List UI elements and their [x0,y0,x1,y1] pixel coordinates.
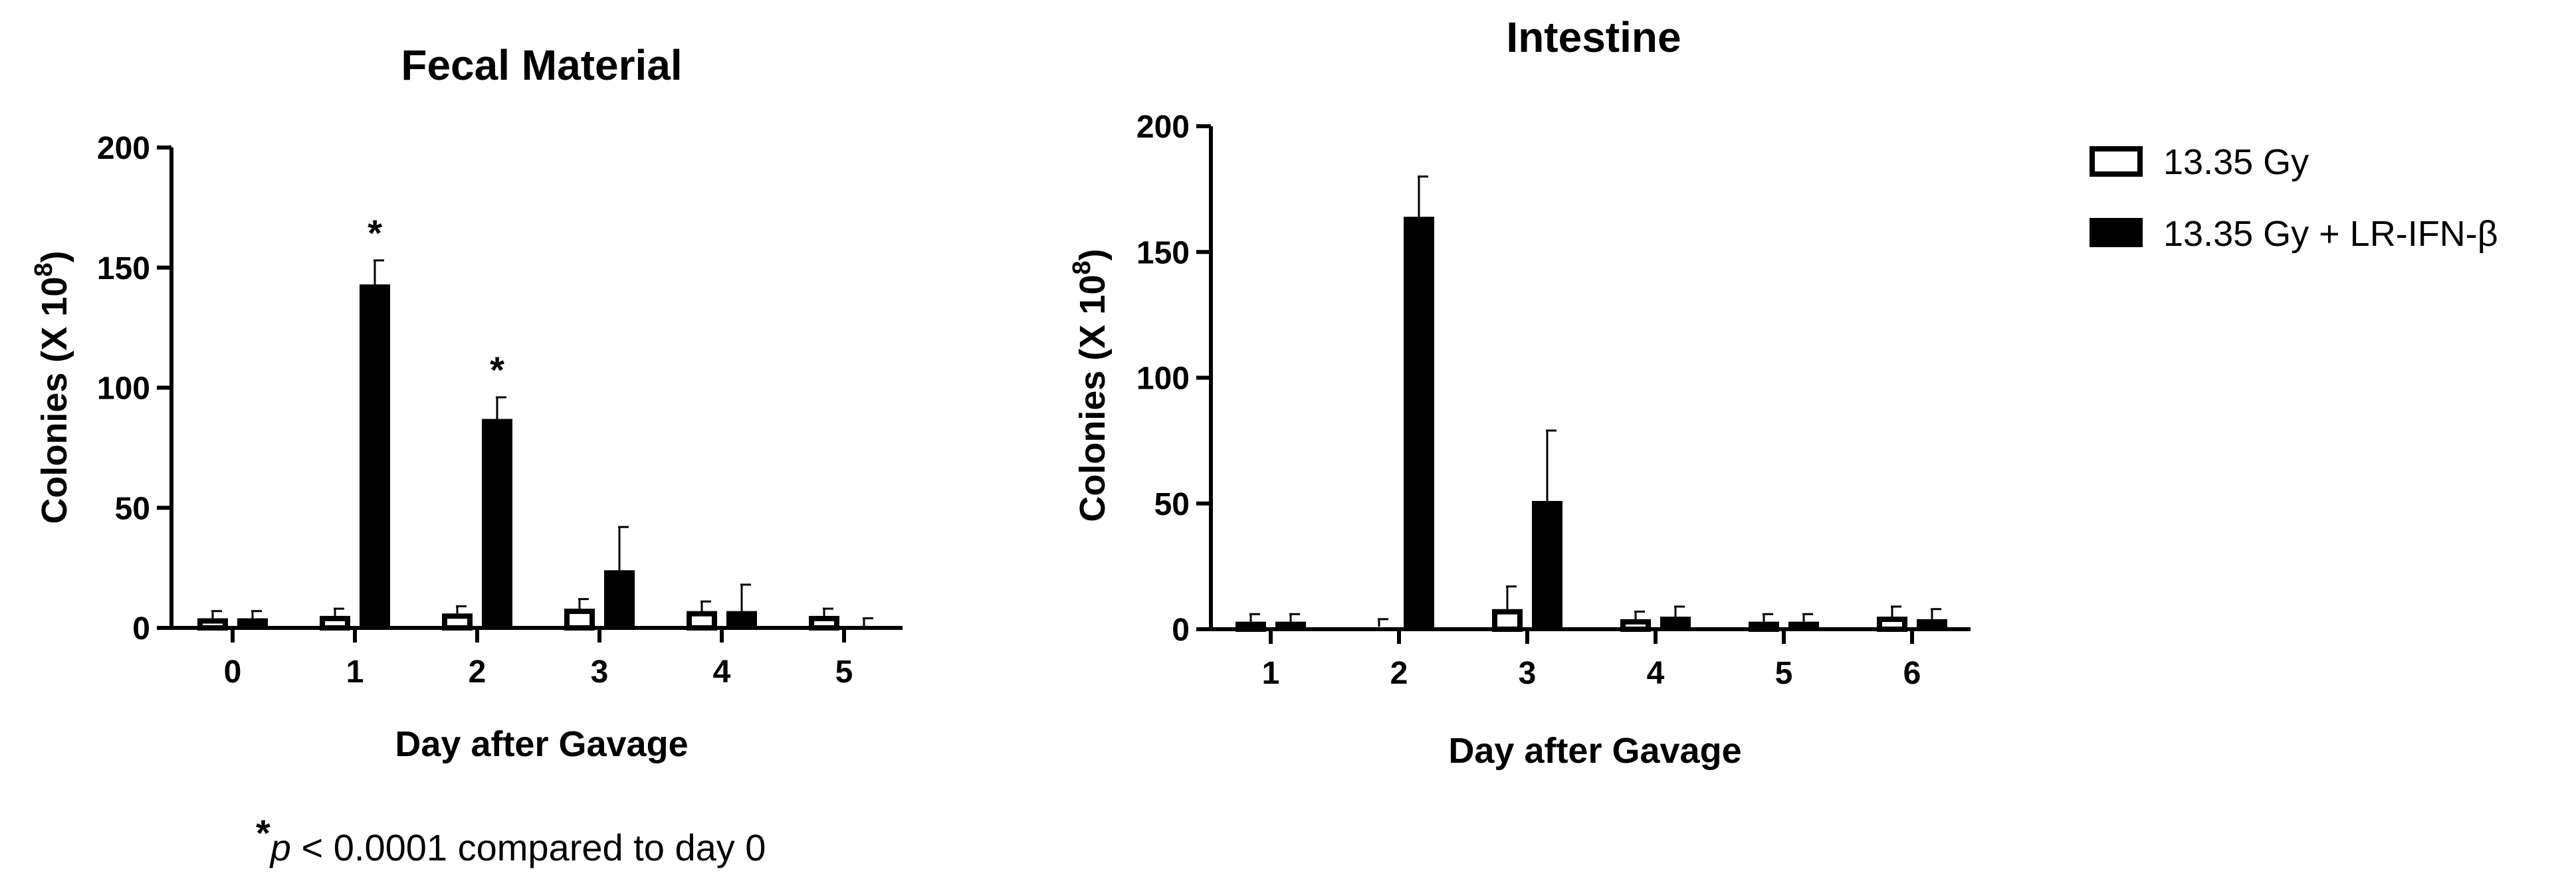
bar [809,615,839,631]
y-tick-label: 0 [1172,613,1190,648]
significance-marker: * [490,349,504,391]
x-tick-label: 0 [224,654,242,690]
x-tick-label: 3 [1519,656,1537,691]
legend-label: 13.35 Gy + LR-IFN-β [2163,214,2498,254]
bar [1404,217,1434,629]
chart-title: Intestine [1506,13,1681,61]
bar [687,611,717,631]
chart-intestine: Intestine Colonies (X 108) Day after Gav… [1068,13,1971,771]
bar [442,613,473,631]
bar [1235,621,1266,633]
legend-swatch-white [2090,146,2143,177]
bar [360,284,390,628]
bar [320,615,350,631]
significance-marker: * [368,212,382,254]
bar [726,611,757,628]
bar [1492,609,1523,632]
y-tick-label: 150 [97,251,150,286]
y-tick-label: 100 [1136,361,1190,397]
bar [1877,617,1907,633]
legend-label: 13.35 Gy [2163,142,2309,182]
bar [1620,619,1651,632]
bar [1532,500,1562,629]
x-tick-label: 2 [469,654,486,690]
x-axis-label: Day after Gavage [395,724,688,764]
footnote-star: * [256,812,270,854]
y-axis-label: Colonies (X 108) [30,250,74,524]
svg-text:*p < 0.0001 compared to day 0: *p < 0.0001 compared to day 0 [256,812,766,868]
y-tick-label: 0 [132,611,150,646]
x-tick-label: 5 [1775,656,1793,691]
plot-area: 0 50 100 150 200 1 2 3 4 5 6 [1136,110,1971,691]
x-tick-label: 2 [1390,656,1408,691]
x-tick-label: 1 [1262,656,1280,691]
chart-title: Fecal Material [401,41,682,89]
footnote-p: p [269,827,291,868]
bar [1917,619,1947,629]
y-tick-label: 200 [97,131,150,166]
legend-swatch-black [2090,218,2143,247]
legend-item-treatment: 13.35 Gy + LR-IFN-β [2090,214,2498,254]
x-tick-label: 5 [835,654,853,690]
legend-item-control: 13.35 Gy [2090,142,2309,182]
bar [1660,617,1691,629]
significance-footnote: *p < 0.0001 compared to day 0 [256,812,766,868]
bar [482,419,512,628]
y-tick-label: 50 [1154,487,1190,522]
bar [237,618,268,628]
bar [197,618,228,631]
bar [604,570,635,628]
plot-area: 0 50 100 150 200 0 1 * 2 * 3 4 5 [97,131,903,690]
footnote-text: < 0.0001 compared to day 0 [291,827,766,868]
x-axis-label: Day after Gavage [1448,731,1741,771]
bar [1788,621,1819,629]
y-tick-label: 200 [1136,110,1190,145]
x-tick-label: 4 [1647,656,1665,691]
x-tick-label: 1 [346,654,364,690]
y-tick-label: 100 [97,371,150,407]
bar [564,609,595,631]
bar [1749,621,1779,633]
legend: 13.35 Gy 13.35 Gy + LR-IFN-β [2090,142,2498,254]
x-tick-label: 4 [713,654,731,690]
x-tick-label: 3 [591,654,609,690]
y-tick-label: 50 [115,491,150,526]
y-tick-label: 150 [1136,235,1190,270]
x-tick-label: 6 [1903,656,1921,691]
chart-fecal-material: Fecal Material Colonies (X 108) Day afte… [30,41,903,764]
bar [1275,621,1306,629]
y-axis-label: Colonies (X 108) [1068,248,1113,522]
